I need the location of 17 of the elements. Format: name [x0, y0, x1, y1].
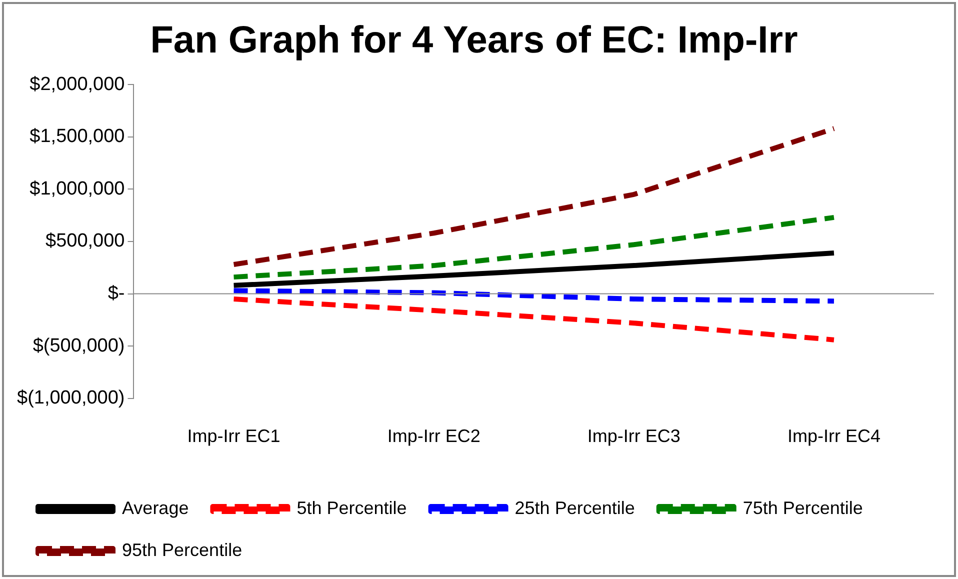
legend-label: Average [122, 498, 189, 518]
legend-label: 25th Percentile [514, 498, 635, 518]
x-tick-label: Imp-Irr EC3 [587, 426, 680, 446]
y-tick-label: $(500,000) [32, 335, 125, 356]
x-tick-label: Imp-Irr EC2 [387, 426, 480, 446]
x-tick-label: Imp-Irr EC1 [187, 426, 280, 446]
y-tick-label: $1,000,000 [30, 178, 125, 200]
y-tick-label: $- [108, 283, 125, 304]
y-tick-label: $1,500,000 [30, 126, 125, 148]
y-tick-label: $(1,000,000) [16, 388, 125, 409]
legend-label: 95th Percentile [122, 540, 242, 560]
y-tick-label: $500,000 [45, 230, 125, 252]
chart-title: Fan Graph for 4 Years of EC: Imp-Irr [150, 19, 798, 62]
x-tick-label: Imp-Irr EC4 [787, 426, 880, 446]
legend-label: 75th Percentile [742, 498, 863, 518]
legend-label: 5th Percentile [296, 498, 407, 518]
y-tick-label: $2,000,000 [30, 74, 125, 95]
